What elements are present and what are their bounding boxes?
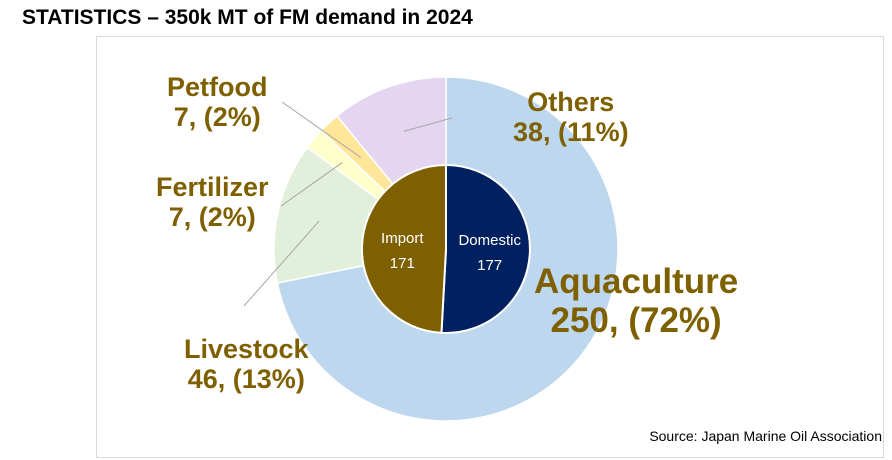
slice-import — [360, 163, 447, 334]
label-petfood-value: 7, (2%) — [173, 102, 261, 133]
leader-line-fertilizer — [280, 162, 343, 207]
slice-domestic — [440, 163, 531, 334]
label-fertilizer: Fertilizer 7, (2%) — [156, 172, 269, 232]
label-livestock-value: 46, (13%) — [187, 364, 305, 395]
label-petfood-name: Petfood — [167, 72, 268, 102]
inner-label-domestic: Domestic — [458, 232, 521, 249]
label-others-name: Others — [527, 87, 615, 117]
label-aquaculture-name: Aquaculture — [534, 262, 739, 301]
inner-value-import: 171 — [390, 255, 415, 272]
label-petfood: Petfood 7, (2%) — [167, 72, 268, 132]
label-aquaculture-value: 250, (72%) — [550, 301, 722, 341]
label-fertilizer-value: 7, (2%) — [168, 202, 256, 233]
inner-ring: Domestic 177 Import 171 — [360, 163, 531, 334]
label-livestock-name: Livestock — [184, 334, 309, 364]
source-note: Source: Japan Marine Oil Association — [649, 428, 882, 444]
chart-title: STATISTICS – 350k MT of FM demand in 202… — [22, 6, 473, 29]
leader-lines — [243, 101, 453, 307]
label-livestock: Livestock 46, (13%) — [184, 334, 309, 394]
label-fertilizer-name: Fertilizer — [156, 172, 269, 202]
label-others-value: 38, (11%) — [513, 117, 629, 148]
label-aquaculture: Aquaculture 250, (72%) — [534, 262, 738, 340]
inner-label-import: Import — [381, 230, 424, 247]
label-others: Others 38, (11%) — [513, 87, 629, 147]
leader-line-livestock — [243, 220, 320, 307]
leader-line-others — [403, 117, 453, 132]
leader-line-petfood — [281, 101, 362, 158]
inner-value-domestic: 177 — [477, 257, 502, 274]
